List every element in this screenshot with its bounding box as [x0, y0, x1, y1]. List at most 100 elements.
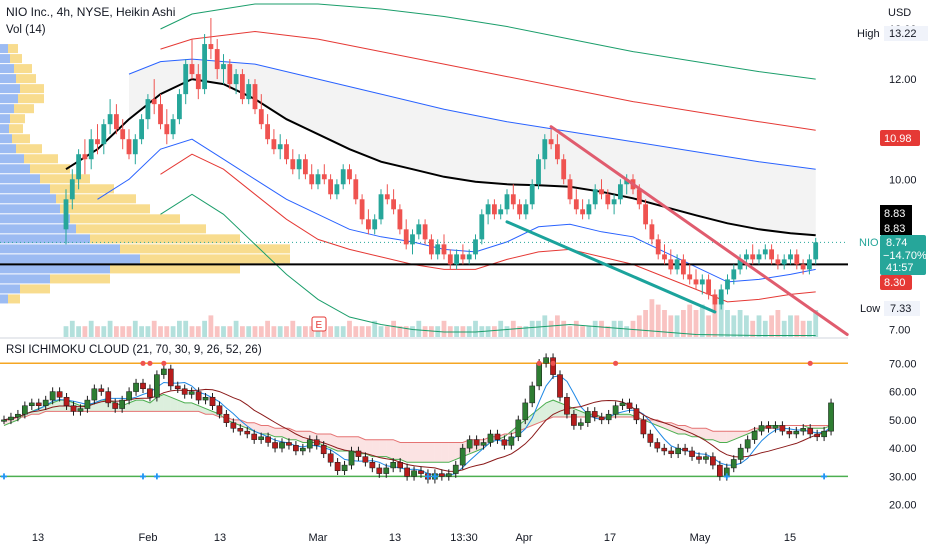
candle-body[interactable] — [441, 244, 447, 255]
earnings-marker[interactable]: E — [311, 316, 327, 332]
candle-body[interactable] — [529, 184, 535, 205]
candle-body[interactable] — [347, 169, 352, 180]
candle-body[interactable] — [618, 184, 623, 200]
candle-body[interactable] — [177, 94, 182, 120]
candle-body[interactable] — [762, 249, 768, 255]
candle-body[interactable] — [504, 194, 510, 210]
candle-body[interactable] — [151, 99, 157, 105]
candle-body[interactable] — [258, 109, 264, 125]
candle-body[interactable] — [227, 64, 233, 85]
candle-body[interactable] — [202, 44, 207, 90]
candle-body[interactable] — [813, 242, 819, 260]
candle-body[interactable] — [422, 224, 428, 240]
candle-body[interactable] — [208, 44, 214, 50]
candle-body[interactable] — [309, 174, 315, 185]
candle-body[interactable] — [567, 179, 573, 200]
candle-body[interactable] — [668, 259, 674, 270]
candle-body[interactable] — [429, 239, 434, 255]
candle-body[interactable] — [366, 219, 371, 230]
candle-body[interactable] — [662, 254, 667, 260]
candle-body[interactable] — [599, 189, 604, 195]
candle-body[interactable] — [466, 254, 472, 260]
candle-body[interactable] — [69, 179, 75, 200]
candle-body[interactable] — [460, 254, 466, 260]
candle-body[interactable] — [750, 254, 756, 260]
candle-body[interactable] — [731, 269, 737, 280]
candle-body[interactable] — [120, 129, 126, 140]
candle-body[interactable] — [315, 174, 321, 185]
candle-body[interactable] — [284, 144, 289, 160]
candle-body[interactable] — [479, 214, 485, 240]
candle-body[interactable] — [277, 144, 283, 150]
candle-body[interactable] — [794, 254, 800, 265]
candle-body[interactable] — [756, 254, 762, 260]
candle-body[interactable] — [542, 139, 548, 160]
candle-body[interactable] — [214, 49, 220, 70]
candle-body[interactable] — [737, 259, 743, 270]
candle-body[interactable] — [296, 159, 302, 170]
candle-body[interactable] — [114, 114, 119, 130]
candle-body[interactable] — [687, 274, 693, 280]
candle-body[interactable] — [492, 204, 497, 215]
trend-line[interactable] — [549, 125, 849, 336]
candle-body[interactable] — [170, 119, 176, 135]
candle-body[interactable] — [63, 199, 69, 230]
candle-body[interactable] — [145, 99, 151, 120]
candle-body[interactable] — [95, 139, 100, 145]
candle-body[interactable] — [126, 139, 132, 155]
candle-body[interactable] — [290, 159, 296, 170]
candle-body[interactable] — [132, 139, 138, 155]
candle-body[interactable] — [164, 124, 170, 135]
candle-body[interactable] — [246, 84, 252, 100]
candle-body[interactable] — [536, 159, 541, 185]
candle-body[interactable] — [655, 239, 661, 255]
candle-body[interactable] — [359, 199, 365, 220]
candle-body[interactable] — [107, 114, 113, 125]
candle-body[interactable] — [510, 194, 516, 205]
candle-body[interactable] — [378, 194, 384, 220]
candle-body[interactable] — [240, 74, 245, 100]
candle-body[interactable] — [221, 64, 226, 70]
candle-body[interactable] — [416, 224, 422, 235]
candle-body[interactable] — [82, 154, 88, 160]
candle-body[interactable] — [435, 244, 441, 255]
candle-body[interactable] — [334, 184, 340, 195]
candle-body[interactable] — [328, 179, 333, 195]
candle-body[interactable] — [611, 199, 617, 205]
candle-body[interactable] — [807, 259, 812, 270]
candle-body[interactable] — [643, 204, 648, 225]
candle-body[interactable] — [384, 194, 390, 200]
candle-body[interactable] — [712, 294, 718, 305]
candle-body[interactable] — [183, 64, 189, 95]
candle-body[interactable] — [233, 74, 239, 85]
candle-body[interactable] — [372, 219, 378, 230]
candle-body[interactable] — [605, 194, 611, 205]
candle-body[interactable] — [397, 209, 403, 230]
candle-body[interactable] — [788, 254, 793, 260]
candle-body[interactable] — [649, 224, 655, 240]
candle-body[interactable] — [101, 124, 107, 145]
candle-body[interactable] — [699, 279, 705, 285]
candle-body[interactable] — [693, 279, 699, 285]
candle-body[interactable] — [800, 264, 806, 270]
candle-body[interactable] — [473, 239, 478, 255]
candle-body[interactable] — [485, 204, 491, 215]
candle-body[interactable] — [410, 234, 415, 245]
candle-body[interactable] — [403, 229, 409, 245]
candle-body[interactable] — [548, 139, 554, 145]
candle-body[interactable] — [303, 159, 308, 175]
candle-body[interactable] — [744, 254, 749, 260]
candle-body[interactable] — [88, 139, 94, 160]
candle-body[interactable] — [775, 259, 781, 265]
candle-body[interactable] — [573, 199, 579, 210]
candle-body[interactable] — [353, 179, 359, 200]
candle-body[interactable] — [592, 189, 598, 205]
candle-body[interactable] — [725, 279, 730, 290]
candle-body[interactable] — [158, 104, 163, 125]
candle-body[interactable] — [139, 119, 144, 140]
candle-body[interactable] — [586, 204, 592, 215]
candle-body[interactable] — [189, 64, 195, 75]
candle-body[interactable] — [271, 139, 277, 150]
candle-body[interactable] — [517, 204, 522, 215]
